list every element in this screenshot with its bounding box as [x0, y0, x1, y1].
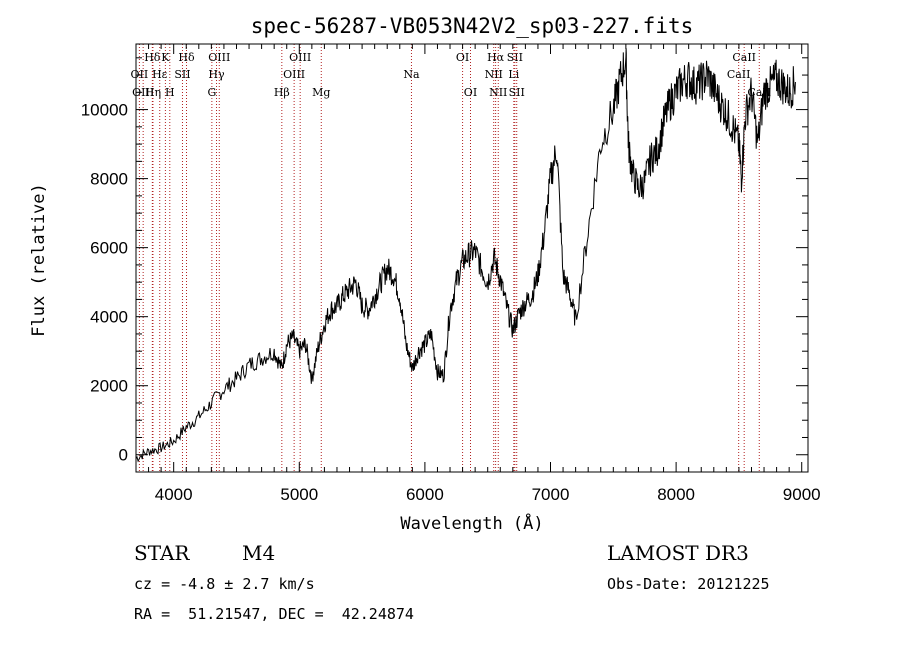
spectral-line-label: NII	[489, 86, 507, 99]
plot-frame	[135, 43, 809, 473]
spectral-line-label: OIII	[132, 86, 154, 99]
y-tick-label: 2000	[90, 377, 128, 396]
x-tick-label: 6000	[406, 485, 444, 504]
spectral-line-label: CaII	[732, 51, 756, 64]
spectral-line-label: OIII	[283, 68, 305, 81]
spectral-line-label: CaII	[727, 68, 751, 81]
spectral-line-label: OIII	[208, 51, 230, 64]
spectral-line-label: OI	[464, 86, 477, 99]
spectral-line-label: Hγ	[208, 68, 225, 81]
spectral-line-label: Hδ	[178, 51, 195, 64]
spectral-line-label: NII	[485, 68, 503, 81]
spectral-line-label: K	[161, 51, 170, 64]
survey-name: LAMOST DR3	[607, 541, 749, 565]
spectral-line-label: Hη	[145, 86, 161, 99]
spectral-line-label: Hε	[152, 68, 168, 81]
y-axis-label: Flux (relative)	[29, 183, 49, 337]
x-tick-label: 9000	[783, 485, 821, 504]
spectral-line-label: Li	[508, 68, 519, 81]
spectral-line-label: OI	[456, 51, 469, 64]
x-tick-label: 8000	[657, 485, 695, 504]
y-tick-label: 0	[119, 446, 128, 465]
spectrum-line	[135, 48, 796, 463]
object-subclass: M4	[242, 541, 276, 565]
spectral-line-markers: Hδ OII OIII K Hε Hη Hδ SII H OIII Hγ G OIII OIII Hβ Mg N…	[131, 44, 771, 472]
observation-date: Obs-Date: 20121225	[607, 575, 770, 593]
ra-dec-coordinates: RA = 51.21547, DEC = 42.24874	[134, 605, 414, 623]
y-tick-label: 6000	[90, 239, 128, 258]
chart-title: spec-56287-VB053N42V2_sp03-227.fits	[251, 14, 694, 38]
spectral-line-label: Hβ	[274, 86, 290, 99]
spectral-line-label: G	[207, 86, 216, 99]
y-tick-label: 8000	[90, 170, 128, 189]
spectral-line-label: SII	[507, 51, 523, 64]
x-tick-label: 5000	[280, 485, 318, 504]
spectral-line-label: H	[165, 86, 175, 99]
spectral-line-label: Na	[403, 68, 420, 81]
x-tick-label: 7000	[532, 485, 570, 504]
spectral-line-label: SII	[174, 68, 190, 81]
spectral-line-label: Hα	[487, 51, 505, 64]
y-tick-label: 4000	[90, 308, 128, 327]
axis-ticks: 4000 5000 6000 7000 8000 9000 0 2000 4000 6000 800…	[81, 44, 821, 504]
x-tick-label: 4000	[155, 485, 193, 504]
spectral-line-label: Hδ	[144, 51, 161, 64]
redshift-cz: cz = -4.8 ± 2.7 km/s	[134, 575, 315, 593]
spectral-line-label: SII	[509, 86, 525, 99]
x-axis-label: Wavelength (Å)	[400, 512, 543, 534]
object-class: STAR	[134, 541, 190, 565]
spectral-line-label: OII	[131, 68, 149, 81]
y-tick-label: 10000	[81, 101, 128, 120]
spectral-line-label: Mg	[312, 86, 330, 99]
spectral-line-label: OIII	[289, 51, 311, 64]
